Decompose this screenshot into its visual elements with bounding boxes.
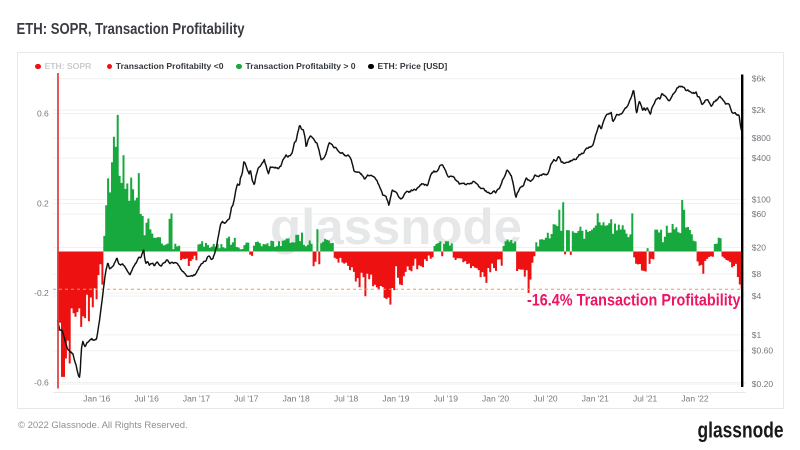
svg-text:-0.6: -0.6	[34, 378, 49, 388]
svg-text:Jan '19: Jan '19	[382, 394, 409, 404]
svg-text:-16.4% Transaction Profitabili: -16.4% Transaction Profitability	[527, 292, 741, 310]
svg-text:$20: $20	[752, 243, 766, 253]
svg-text:Jan '16: Jan '16	[83, 394, 110, 404]
svg-text:0.6: 0.6	[37, 109, 49, 119]
svg-text:Jan '17: Jan '17	[183, 394, 210, 404]
svg-text:$2k: $2k	[752, 105, 766, 115]
svg-text:$1: $1	[752, 330, 762, 340]
svg-text:$800: $800	[752, 133, 771, 143]
svg-text:$4: $4	[752, 291, 762, 301]
svg-text:ETH: SOPR, Transaction Profita: ETH: SOPR, Transaction Profitability	[17, 21, 245, 38]
svg-text:Jul '18: Jul '18	[334, 394, 359, 404]
svg-text:$0.60: $0.60	[752, 346, 774, 356]
svg-text:$0.20: $0.20	[752, 379, 774, 389]
svg-text:Jul '19: Jul '19	[434, 394, 459, 404]
svg-text:Jan '18: Jan '18	[283, 394, 310, 404]
svg-text:Jul '16: Jul '16	[135, 394, 160, 404]
svg-text:glassnode: glassnode	[698, 418, 784, 443]
svg-text:$100: $100	[752, 195, 771, 205]
svg-text:Jul '17: Jul '17	[234, 394, 259, 404]
svg-text:0.2: 0.2	[37, 199, 49, 209]
svg-text:$60: $60	[752, 209, 766, 219]
svg-text:Jan '22: Jan '22	[681, 394, 708, 404]
svg-text:$8: $8	[752, 269, 762, 279]
svg-text:$400: $400	[752, 153, 771, 163]
svg-text:Jan '21: Jan '21	[582, 394, 609, 404]
svg-text:Jul '20: Jul '20	[533, 394, 558, 404]
svg-text:-0.2: -0.2	[34, 288, 49, 298]
svg-text:Jul '21: Jul '21	[633, 394, 658, 404]
svg-text:$6k: $6k	[752, 74, 766, 84]
svg-text:Jan '20: Jan '20	[482, 394, 509, 404]
